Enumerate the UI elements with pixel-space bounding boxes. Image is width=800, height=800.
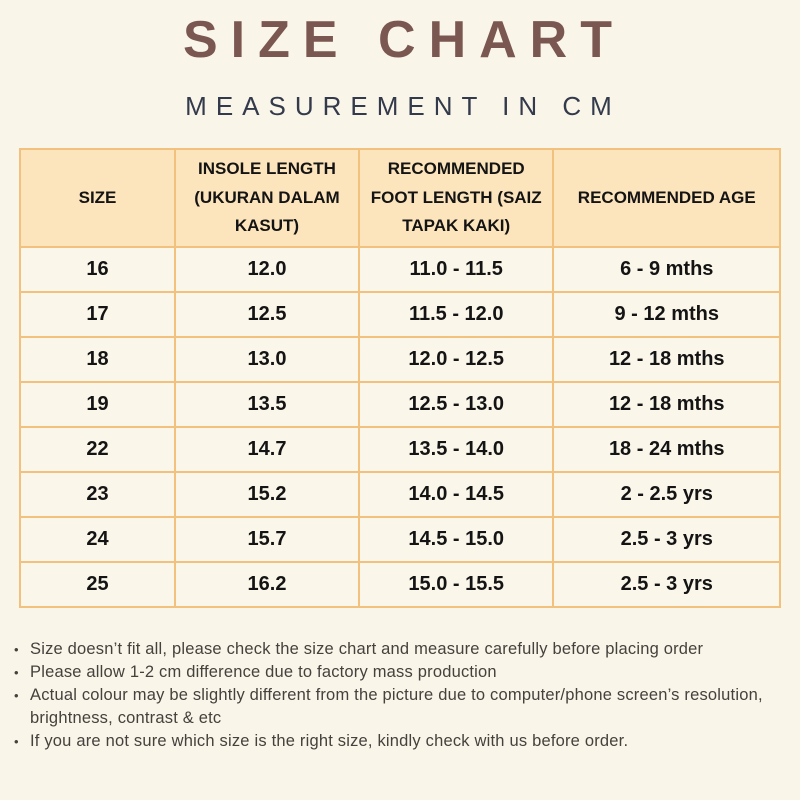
cell-insole: 16.2 — [174, 561, 360, 608]
bullet-icon: • — [14, 688, 19, 703]
cell-size: 18 — [18, 336, 177, 383]
cell-foot: 14.5 - 15.0 — [357, 516, 555, 563]
notes-list: • Size doesn’t fit all, please check the… — [14, 638, 776, 753]
cell-size: 17 — [18, 291, 177, 338]
note-text: Size doesn’t fit all, please check the s… — [30, 640, 704, 658]
cell-insole: 12.5 — [174, 291, 360, 338]
list-item: • Size doesn’t fit all, please check the… — [14, 638, 776, 661]
table-header-row: SIZE INSOLE LENGTH (UKURAN DALAM KASUT) … — [18, 148, 781, 248]
table-row: 17 12.5 11.5 - 12.0 9 - 12 mths — [18, 291, 781, 338]
cell-size: 25 — [18, 561, 177, 608]
column-header-foot-length: RECOMMENDED FOOT LENGTH (SAIZ TAPAK KAKI… — [357, 148, 555, 248]
column-header-recommended-age: RECOMMENDED AGE — [552, 148, 781, 248]
cell-insole: 14.7 — [174, 426, 360, 473]
cell-size: 19 — [18, 381, 177, 428]
cell-insole: 15.2 — [174, 471, 360, 518]
cell-foot: 12.0 - 12.5 — [357, 336, 555, 383]
cell-insole: 13.0 — [174, 336, 360, 383]
list-item: • Please allow 1-2 cm difference due to … — [14, 661, 776, 684]
bullet-icon: • — [14, 642, 19, 657]
cell-age: 18 - 24 mths — [552, 426, 781, 473]
cell-size: 22 — [18, 426, 177, 473]
list-item: • If you are not sure which size is the … — [14, 730, 776, 753]
table-row: 24 15.7 14.5 - 15.0 2.5 - 3 yrs — [18, 516, 781, 563]
page-title: SIZE CHART — [183, 11, 625, 69]
cell-foot: 14.0 - 14.5 — [357, 471, 555, 518]
cell-foot: 11.0 - 11.5 — [357, 246, 555, 293]
table-row: 23 15.2 14.0 - 14.5 2 - 2.5 yrs — [18, 471, 781, 518]
column-header-size: SIZE — [18, 148, 177, 248]
cell-foot: 13.5 - 14.0 — [357, 426, 555, 473]
page-subtitle: MEASUREMENT IN CM — [185, 91, 621, 121]
cell-foot: 15.0 - 15.5 — [357, 561, 555, 608]
cell-size: 16 — [18, 246, 177, 293]
cell-age: 12 - 18 mths — [552, 381, 781, 428]
column-header-insole-length: INSOLE LENGTH (UKURAN DALAM KASUT) — [174, 148, 360, 248]
cell-age: 2.5 - 3 yrs — [552, 516, 781, 563]
cell-age: 6 - 9 mths — [552, 246, 781, 293]
bullet-icon: • — [14, 734, 19, 749]
cell-insole: 12.0 — [174, 246, 360, 293]
note-text: Actual colour may be slightly different … — [30, 686, 763, 727]
cell-size: 23 — [18, 471, 177, 518]
cell-age: 9 - 12 mths — [552, 291, 781, 338]
cell-insole: 13.5 — [174, 381, 360, 428]
cell-foot: 11.5 - 12.0 — [357, 291, 555, 338]
list-item: • Actual colour may be slightly differen… — [14, 684, 776, 730]
size-chart-table: SIZE INSOLE LENGTH (UKURAN DALAM KASUT) … — [18, 148, 781, 608]
note-text: If you are not sure which size is the ri… — [30, 732, 629, 750]
cell-age: 12 - 18 mths — [552, 336, 781, 383]
table-row: 19 13.5 12.5 - 13.0 12 - 18 mths — [18, 381, 781, 428]
bullet-icon: • — [14, 665, 19, 680]
cell-age: 2 - 2.5 yrs — [552, 471, 781, 518]
cell-size: 24 — [18, 516, 177, 563]
note-text: Please allow 1-2 cm difference due to fa… — [30, 663, 497, 681]
cell-foot: 12.5 - 13.0 — [357, 381, 555, 428]
table-row: 25 16.2 15.0 - 15.5 2.5 - 3 yrs — [18, 561, 781, 608]
table-row: 18 13.0 12.0 - 12.5 12 - 18 mths — [18, 336, 781, 383]
table-row: 22 14.7 13.5 - 14.0 18 - 24 mths — [18, 426, 781, 473]
cell-age: 2.5 - 3 yrs — [552, 561, 781, 608]
cell-insole: 15.7 — [174, 516, 360, 563]
table-row: 16 12.0 11.0 - 11.5 6 - 9 mths — [18, 246, 781, 293]
